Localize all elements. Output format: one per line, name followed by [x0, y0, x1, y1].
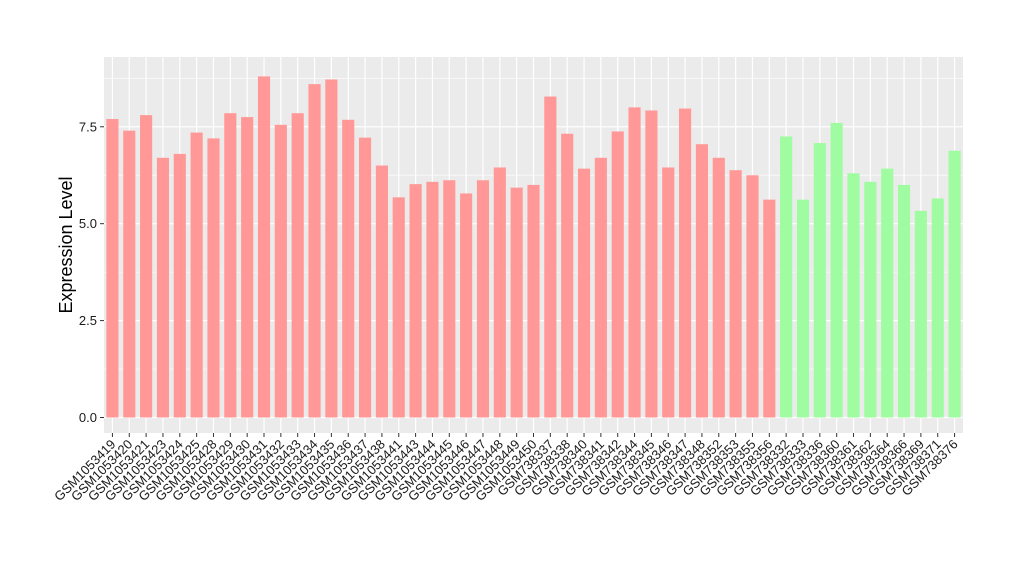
- bar-GSM738371: [931, 198, 944, 418]
- bar-GSM738352: [712, 157, 725, 418]
- bar-GSM1053432: [274, 124, 287, 418]
- bar-GSM738336: [813, 143, 826, 418]
- y-tick-label: 2.5: [79, 313, 97, 328]
- bar-GSM738338: [561, 133, 574, 418]
- y-axis: 0.0 2.5 5.0 7.5: [79, 119, 104, 425]
- bar-GSM738376: [948, 150, 961, 418]
- bar-GSM1053448: [493, 167, 506, 418]
- bar-GSM1053425: [190, 132, 203, 418]
- bar-GSM738355: [746, 175, 759, 418]
- bar-GSM1053446: [460, 193, 473, 418]
- bar-GSM1053431: [257, 76, 271, 418]
- bar-GSM1053450: [527, 184, 540, 418]
- bar-GSM1053447: [476, 180, 490, 418]
- bars: [106, 76, 961, 418]
- bar-GSM738341: [594, 157, 607, 418]
- bar-GSM1053438: [375, 165, 388, 418]
- bar-GSM1053445: [443, 180, 456, 418]
- y-tick-label: 0.0: [79, 410, 97, 425]
- bar-GSM738332: [780, 136, 793, 418]
- bar-GSM738366: [897, 184, 911, 418]
- bar-GSM738345: [645, 110, 658, 418]
- y-axis-title: Expression Level: [56, 176, 76, 313]
- bar-GSM738333: [796, 199, 810, 418]
- bar-GSM1053434: [308, 84, 321, 418]
- bar-GSM1053429: [224, 113, 237, 418]
- bar-GSM1053433: [291, 113, 304, 418]
- bar-GSM1053420: [123, 130, 136, 418]
- bar-GSM1053436: [342, 119, 355, 418]
- bar-GSM1053419: [106, 119, 119, 418]
- bar-GSM738340: [577, 168, 591, 418]
- bar-GSM738353: [729, 170, 742, 418]
- bar-GSM1053437: [359, 137, 372, 418]
- bar-GSM738362: [864, 181, 877, 418]
- bar-GSM1053443: [409, 184, 422, 418]
- bar-GSM1053444: [426, 181, 439, 418]
- y-tick-label: 7.5: [79, 119, 97, 134]
- bar-GSM1053424: [173, 153, 186, 418]
- bar-GSM738347: [679, 108, 692, 418]
- bar-GSM1053449: [510, 187, 523, 418]
- bar-GSM738346: [662, 167, 675, 418]
- bar-GSM1053428: [207, 138, 220, 418]
- bar-GSM1053430: [241, 117, 254, 418]
- bar-GSM738337: [544, 96, 557, 418]
- bar-GSM738344: [628, 107, 641, 418]
- bar-GSM1053421: [140, 115, 153, 418]
- bar-GSM738342: [611, 131, 624, 418]
- x-axis: GSM1053419GSM1053420GSM1053421GSM1053423…: [51, 433, 961, 504]
- bar-GSM738369: [914, 210, 927, 418]
- bar-GSM738360: [830, 122, 843, 418]
- bar-GSM1053435: [325, 79, 338, 418]
- bar-GSM738356: [763, 199, 776, 418]
- bar-GSM738364: [881, 168, 894, 418]
- bar-GSM1053423: [156, 157, 170, 418]
- bar-GSM738348: [695, 144, 708, 418]
- bar-GSM738361: [847, 173, 860, 418]
- bar-GSM1053441: [392, 197, 405, 418]
- y-tick-label: 5.0: [79, 216, 97, 231]
